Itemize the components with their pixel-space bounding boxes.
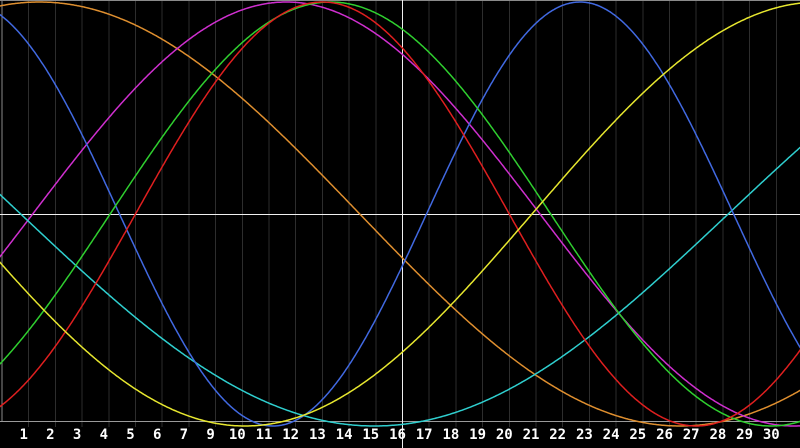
x-axis-label: 11 — [255, 427, 273, 443]
x-axis-label: 20 — [495, 427, 513, 443]
x-axis-label: 4 — [99, 427, 109, 443]
x-axis-label: 26 — [656, 427, 673, 443]
x-axis-label: 19 — [469, 427, 487, 443]
x-axis-label: 16 — [389, 427, 406, 443]
green-cycle — [0, 1, 800, 427]
x-axis-label: 29 — [736, 427, 754, 443]
x-axis-label: 14 — [335, 427, 353, 443]
x-axis-label: 27 — [682, 427, 700, 443]
x-axis-label: 7 — [179, 427, 189, 443]
x-axis-label: 9 — [206, 427, 215, 443]
x-axis-label: 21 — [522, 427, 540, 443]
x-axis-label: 23 — [575, 427, 593, 443]
x-axis-label: 17 — [415, 427, 433, 443]
x-axis-label: 5 — [126, 427, 135, 443]
x-axis-label: 15 — [362, 427, 380, 443]
x-axis-label: 12 — [282, 427, 300, 443]
magenta-cycle — [0, 1, 800, 427]
x-axis-label: 1 — [19, 427, 28, 443]
cyan-cycle — [0, 146, 800, 427]
x-axis-label: 6 — [152, 427, 162, 443]
x-axis-label: 30 — [762, 427, 780, 443]
x-axis-label: 28 — [709, 427, 727, 443]
x-axis-label: 18 — [442, 427, 460, 443]
x-axis-label: 25 — [629, 427, 647, 443]
yellow-cycle — [0, 2, 800, 427]
x-axis-label: 13 — [308, 427, 326, 443]
x-axis-label: 3 — [72, 427, 82, 443]
x-axis-label: 2 — [46, 427, 55, 443]
x-axis-label: 10 — [228, 427, 246, 443]
blue-cycle — [0, 1, 800, 427]
red-cycle — [0, 1, 800, 427]
x-axis-label: 24 — [602, 427, 620, 443]
x-axis-label: 22 — [549, 427, 567, 443]
orange-cycle — [0, 1, 800, 427]
